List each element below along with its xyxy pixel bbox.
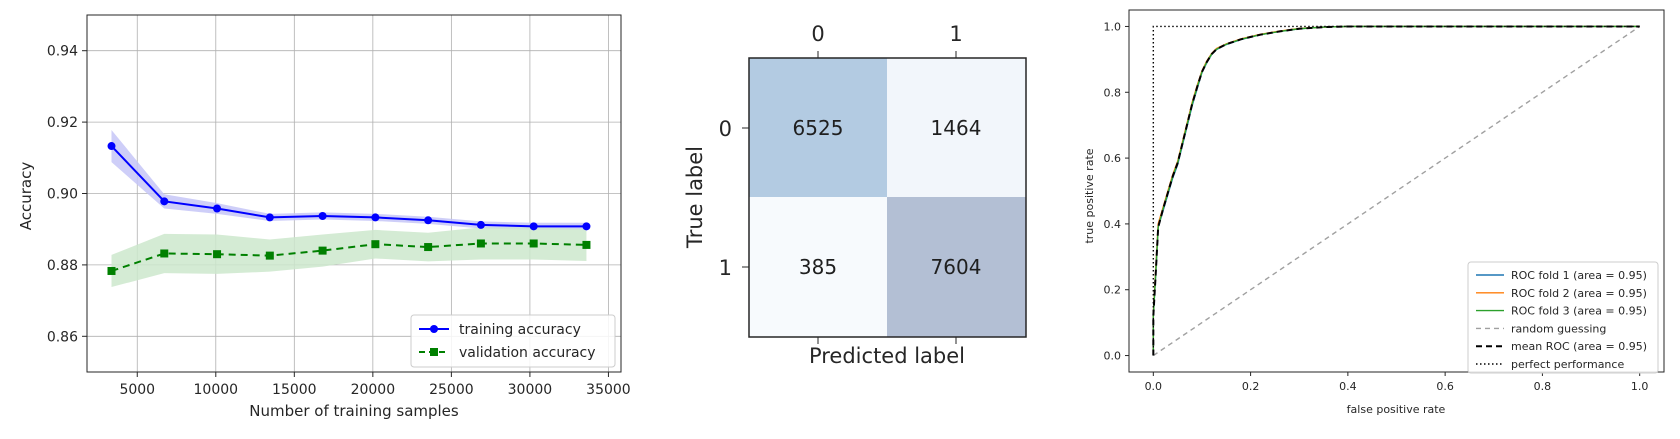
- roc-x-tick-label: 0.8: [1534, 380, 1552, 393]
- point-validation-accuracy: [371, 240, 380, 249]
- roc-legend-items: ROC fold 1 (area = 0.95) ROC fold 2 (area…: [1476, 269, 1647, 371]
- confusion-x-tick-label-0: 0: [811, 22, 824, 46]
- roc-x-tick-label: 0.6: [1436, 380, 1454, 393]
- confusion-value-1-0: 385: [799, 255, 837, 279]
- roc-y-tick-label: 0.2: [1104, 284, 1122, 297]
- roc-legend-box: [1467, 261, 1659, 374]
- point-validation-accuracy: [582, 240, 591, 249]
- line-validation-accuracy: [111, 242, 587, 272]
- confusion-value-1-1: 7604: [931, 255, 982, 279]
- roc-legend-label-perfect-performance: perfect performance: [1511, 358, 1624, 371]
- learning-curve-legend-box: [410, 314, 616, 368]
- lc-x-tick-label: 30000: [508, 382, 553, 398]
- lc-y-tick-label: 0.92: [47, 115, 78, 131]
- lc-x-tick-label: 25000: [429, 382, 474, 398]
- roc-x-tick-label: 0.0: [1145, 380, 1163, 393]
- roc-x-tick-label: 0.2: [1242, 380, 1260, 393]
- legend-label-training-accuracy: training accuracy: [459, 322, 581, 338]
- roc-x-tick-label: 0.4: [1339, 380, 1357, 393]
- learning-curve-legend: training accuracy validation accuracy: [410, 314, 616, 368]
- band-validation-accuracy: [111, 227, 587, 288]
- confusion-value-0-0: 6525: [793, 116, 844, 140]
- point-training-accuracy: [529, 222, 538, 231]
- point-training-accuracy: [476, 220, 485, 229]
- roc-y-ticks: 0.0 0.2 0.4 0.6 0.8 1.0: [1104, 20, 1129, 363]
- roc-y-axis-label: true positive rate: [1083, 148, 1096, 243]
- point-training-accuracy: [371, 213, 380, 222]
- learning-curve-markers: [107, 142, 591, 275]
- confusion-y-axis-label: True label: [683, 146, 707, 249]
- roc-y-tick-label: 1.0: [1104, 20, 1122, 33]
- confusion-y-tick-label-0: 0: [719, 117, 732, 141]
- learning-curve-chart: 5000 10000 15000 20000 25000 30000 35000 0.860…: [17, 14, 631, 420]
- point-validation-accuracy: [476, 239, 485, 248]
- roc-x-tick-label: 1.0: [1631, 380, 1649, 393]
- point-validation-accuracy: [213, 250, 222, 259]
- roc-y-tick-label: 0.0: [1104, 350, 1122, 363]
- roc-line-random-guessing: [1152, 25, 1641, 357]
- roc-line-mean-roc-area-0-95: [1152, 25, 1640, 356]
- lc-x-tick-label: 10000: [194, 382, 239, 398]
- roc-lines: [1152, 25, 1641, 357]
- lc-x-tick-label: 20000: [351, 382, 396, 398]
- point-training-accuracy: [424, 216, 433, 225]
- lc-y-tick-label: 0.88: [47, 258, 78, 274]
- lc-y-tick-label: 0.86: [47, 329, 78, 345]
- learning-curve-y-axis-label: Accuracy: [17, 162, 35, 231]
- roc-x-axis-label: false positive rate: [1347, 403, 1446, 416]
- roc-legend: ROC fold 1 (area = 0.95) ROC fold 2 (area…: [1467, 261, 1659, 374]
- roc-line-perfect-performance: [1152, 25, 1640, 356]
- point-validation-accuracy: [265, 251, 274, 260]
- point-validation-accuracy: [424, 243, 433, 252]
- lc-x-tick-label: 35000: [586, 382, 631, 398]
- confusion-x-tick-label-1: 1: [949, 22, 962, 46]
- roc-chart: 0.0 0.2 0.4 0.6 0.8 1.0 0.0 0.2 0.4 0.6 0.8 1.0 fa…: [1083, 9, 1665, 416]
- lc-x-tick-label: 5000: [119, 382, 155, 398]
- learning-curve-bands: [111, 129, 587, 288]
- line-training-accuracy: [110, 145, 587, 228]
- roc-legend-label-roc-fold-1-area-0-95: ROC fold 1 (area = 0.95): [1511, 269, 1647, 282]
- roc-x-ticks: 0.0 0.2 0.4 0.6 0.8 1.0: [1145, 372, 1649, 393]
- legend-label-validation-accuracy: validation accuracy: [459, 345, 596, 361]
- confusion-cell-0-1: [887, 58, 1026, 197]
- roc-legend-label-roc-fold-2-area-0-95: ROC fold 2 (area = 0.95): [1511, 287, 1647, 300]
- lc-y-tick-label: 0.94: [47, 44, 78, 60]
- confusion-matrix-frame: [748, 57, 1027, 338]
- learning-curve-x-ticks: 5000 10000 15000 20000 25000 30000 35000: [119, 372, 631, 398]
- roc-y-tick-label: 0.8: [1104, 86, 1122, 99]
- point-training-accuracy: [265, 213, 274, 222]
- confusion-x-axis-label: Predicted label: [809, 344, 965, 368]
- point-validation-accuracy: [529, 239, 538, 248]
- legend-marker-training-accuracy: [430, 325, 438, 333]
- point-training-accuracy: [318, 211, 327, 220]
- learning-curve-lines: [110, 145, 587, 272]
- confusion-cell-1-0: [749, 197, 887, 337]
- roc-y-tick-label: 0.4: [1104, 218, 1122, 231]
- point-training-accuracy: [107, 142, 116, 151]
- roc-legend-label-roc-fold-3-area-0-95: ROC fold 3 (area = 0.95): [1511, 305, 1647, 318]
- point-training-accuracy: [582, 222, 591, 231]
- roc-y-tick-label: 0.6: [1104, 152, 1122, 165]
- confusion-value-0-1: 1464: [931, 116, 982, 140]
- learning-curve-y-ticks: 0.86 0.88 0.90 0.92 0.94: [47, 44, 87, 345]
- learning-curve-x-axis-label: Number of training samples: [249, 402, 459, 420]
- confusion-cell-0-0: [749, 58, 887, 197]
- point-training-accuracy: [213, 204, 222, 213]
- point-validation-accuracy: [107, 266, 116, 275]
- roc-legend-label-random-guessing: random guessing: [1511, 322, 1606, 335]
- roc-legend-label-mean-roc-area-0-95: mean ROC (area = 0.95): [1511, 340, 1647, 353]
- point-validation-accuracy: [160, 249, 169, 258]
- confusion-matrix: 6525 1464 385 7604 0 1 0 1 Predicted lab…: [683, 22, 1027, 368]
- confusion-y-tick-label-1: 1: [719, 256, 732, 280]
- legend-marker-validation-accuracy: [430, 348, 438, 356]
- confusion-cell-1-1: [887, 197, 1026, 337]
- point-training-accuracy: [160, 197, 169, 206]
- lc-x-tick-label: 15000: [272, 382, 317, 398]
- point-validation-accuracy: [318, 246, 327, 255]
- lc-y-tick-label: 0.90: [47, 187, 78, 203]
- roc-frame: [1128, 9, 1665, 373]
